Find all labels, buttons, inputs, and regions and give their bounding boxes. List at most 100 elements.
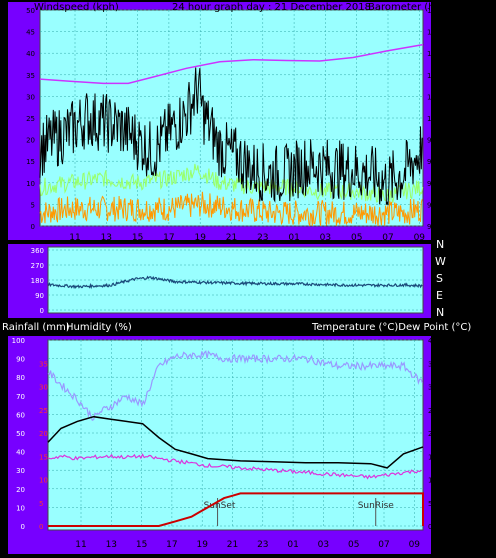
temp-y-tick: 35 [428,360,437,368]
wind-x-tick: 21 [226,233,237,243]
wind-y-tick: 15 [26,158,35,166]
temp-x-tick: 03 [318,540,329,550]
humidity-y-tick: 30 [16,467,25,475]
temperature-series [47,415,424,469]
baro-y-tick: 1015 [427,50,445,58]
wind-x-tick: 23 [257,233,268,243]
dir-y-tick: 360 [31,247,44,255]
wind-x-tick: 11 [69,233,80,243]
rain-y-tick: 25 [39,407,48,415]
wind-x-tick: 05 [351,233,362,243]
graph-title: 24 hour graph day : 21 December 2018 [172,2,371,13]
wind-y-tick: 50 [26,7,35,15]
temp-y-tick: 25 [428,407,437,415]
wind-min-series [39,191,423,227]
baro-y-tick: 980 [427,201,440,209]
dir-y-tick: 90 [35,292,44,300]
humidity-y-tick: 0 [21,523,25,531]
compass-labels: N W S E N [435,238,446,319]
wind-y-tick: 45 [26,29,35,37]
temp-y-tick: 15 [428,453,437,461]
dir-y-tick: 0 [40,307,44,315]
rain-y-tick: 35 [39,360,48,368]
barometer-label: Barometer (hpa) [368,2,451,13]
compass-n-top: N [436,238,444,251]
barometer-series [39,43,424,85]
wind-y-tick: 40 [26,50,35,58]
windspeed-label: Windspeed (kph) [34,2,119,13]
wind-gust-series [39,67,423,206]
rainfall-series [48,492,424,527]
temp-y-tick: 20 [428,430,437,438]
wind-y-tick: 25 [26,115,35,123]
compass-e: E [436,289,443,302]
temp-x-tick: 13 [106,540,117,550]
humidity-y-tick: 50 [16,430,25,438]
baro-y-tick: 1005 [427,93,445,101]
baro-y-tick: 1010 [427,72,445,80]
rain-y-tick: 5 [39,500,43,508]
humidity-y-tick: 40 [16,449,25,457]
sunset-label: SunSet [204,501,236,511]
rain-y-tick: 30 [39,384,48,392]
wind-y-tick: 0 [31,223,35,231]
temp-grid: 0102030405060708090100051015202530350510… [12,337,437,550]
temp-x-tick: 15 [136,540,147,550]
humidity-y-tick: 90 [16,356,25,364]
baro-y-tick: 1020 [427,29,445,37]
wind-x-tick: 03 [320,233,331,243]
temp-x-tick: 07 [378,540,389,550]
wind-y-tick: 30 [26,93,35,101]
wind-y-tick: 10 [26,180,35,188]
temp-x-tick: 21 [227,540,238,550]
temp-x-tick: 09 [409,540,421,550]
temp-x-tick: 23 [257,540,268,550]
compass-w: W [435,255,446,268]
sunrise-label: SunRise [358,501,395,511]
temp-x-tick: 05 [348,540,359,550]
dir-y-tick: 270 [31,262,44,270]
baro-y-tick: 985 [427,180,440,188]
humidity-series [47,350,423,421]
temp-y-tick: 0 [428,523,432,531]
wind-x-tick: 15 [132,233,143,243]
baro-y-tick: 995 [427,137,440,145]
temp-y-tick: 30 [428,384,437,392]
temp-y-tick: 40 [428,337,437,345]
direction-series [47,275,423,290]
rain-y-tick: 10 [39,477,48,485]
humidity-y-tick: 20 [16,486,25,494]
baro-y-tick: 990 [427,158,440,166]
dewpoint-series [47,453,422,480]
temp-x-tick: 19 [196,540,208,550]
temp-x-tick: 11 [75,540,86,550]
wind-x-tick: 17 [163,233,174,243]
wind-x-tick: 13 [101,233,112,243]
baro-y-tick: 1025 [427,7,445,15]
wind-y-tick: 5 [31,201,35,209]
wind-x-tick: 07 [382,233,393,243]
wind-x-tick: 01 [288,233,299,243]
wind-y-tick: 20 [26,137,35,145]
wind-avg-series [39,163,424,203]
humidity-y-tick: 10 [16,504,25,512]
rain-y-tick: 0 [39,523,43,531]
dir-y-tick: 180 [31,277,44,285]
wind-y-tick: 35 [26,72,35,80]
humidity-y-tick: 70 [16,393,25,401]
wind-x-tick: 09 [414,233,426,243]
humidity-y-tick: 80 [16,374,25,382]
temp-plot-area [47,339,424,531]
humidity-y-tick: 60 [16,411,25,419]
temp-y-tick: 5 [428,500,432,508]
compass-s: S [436,272,443,285]
baro-y-tick: 1000 [427,115,445,123]
baro-y-tick: 975 [427,223,440,231]
humidity-y-tick: 100 [12,337,25,345]
temp-x-tick: 17 [166,540,177,550]
temp-x-tick: 01 [287,540,298,550]
compass-n-bottom: N [436,306,444,319]
rainfall-label: Rainfall (mm) [2,322,70,333]
